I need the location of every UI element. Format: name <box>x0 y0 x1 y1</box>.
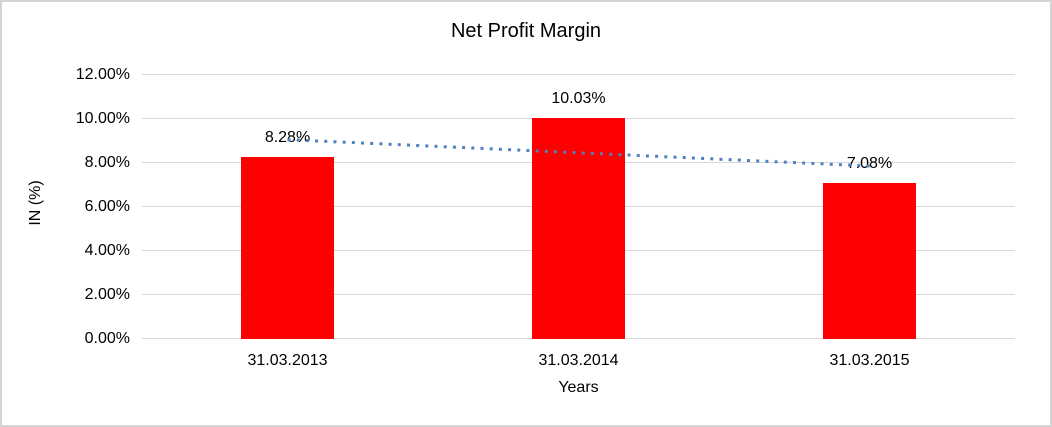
bar <box>822 183 917 339</box>
x-axis-tick-label: 31.03.2014 <box>538 352 619 369</box>
bar-data-label: 8.28% <box>264 128 311 146</box>
y-axis-tick-label: 12.00% <box>75 66 130 83</box>
chart-title: Net Profit Margin <box>450 20 602 42</box>
y-axis-tick-label: 8.00% <box>84 154 130 171</box>
x-axis-tick-label: 31.03.2015 <box>829 352 910 369</box>
bar <box>240 156 335 339</box>
gridline <box>142 74 1015 75</box>
bar-data-label: 10.03% <box>551 90 606 108</box>
x-axis-tick-label: 31.03.2013 <box>247 352 328 369</box>
y-axis-tick-label: 2.00% <box>84 286 130 303</box>
bar <box>531 118 626 339</box>
y-axis-tick-label: 6.00% <box>84 198 130 215</box>
y-axis-tick-label: 4.00% <box>84 242 130 259</box>
y-axis: 0.00% 2.00% 4.00% 6.00% 8.00% 10.00% 12.00% <box>2 66 130 347</box>
y-axis-title: IN (%) <box>27 180 44 226</box>
plot-area: 8.28% 10.03% 7.08% <box>142 74 1015 339</box>
x-axis: 31.03.2013 31.03.2014 31.03.2015 <box>142 352 1015 372</box>
bar-data-label: 7.08% <box>846 155 893 173</box>
x-axis-title: Years <box>558 379 599 396</box>
y-axis-tick-label: 0.00% <box>84 330 130 347</box>
y-axis-tick-label: 10.00% <box>75 110 130 127</box>
